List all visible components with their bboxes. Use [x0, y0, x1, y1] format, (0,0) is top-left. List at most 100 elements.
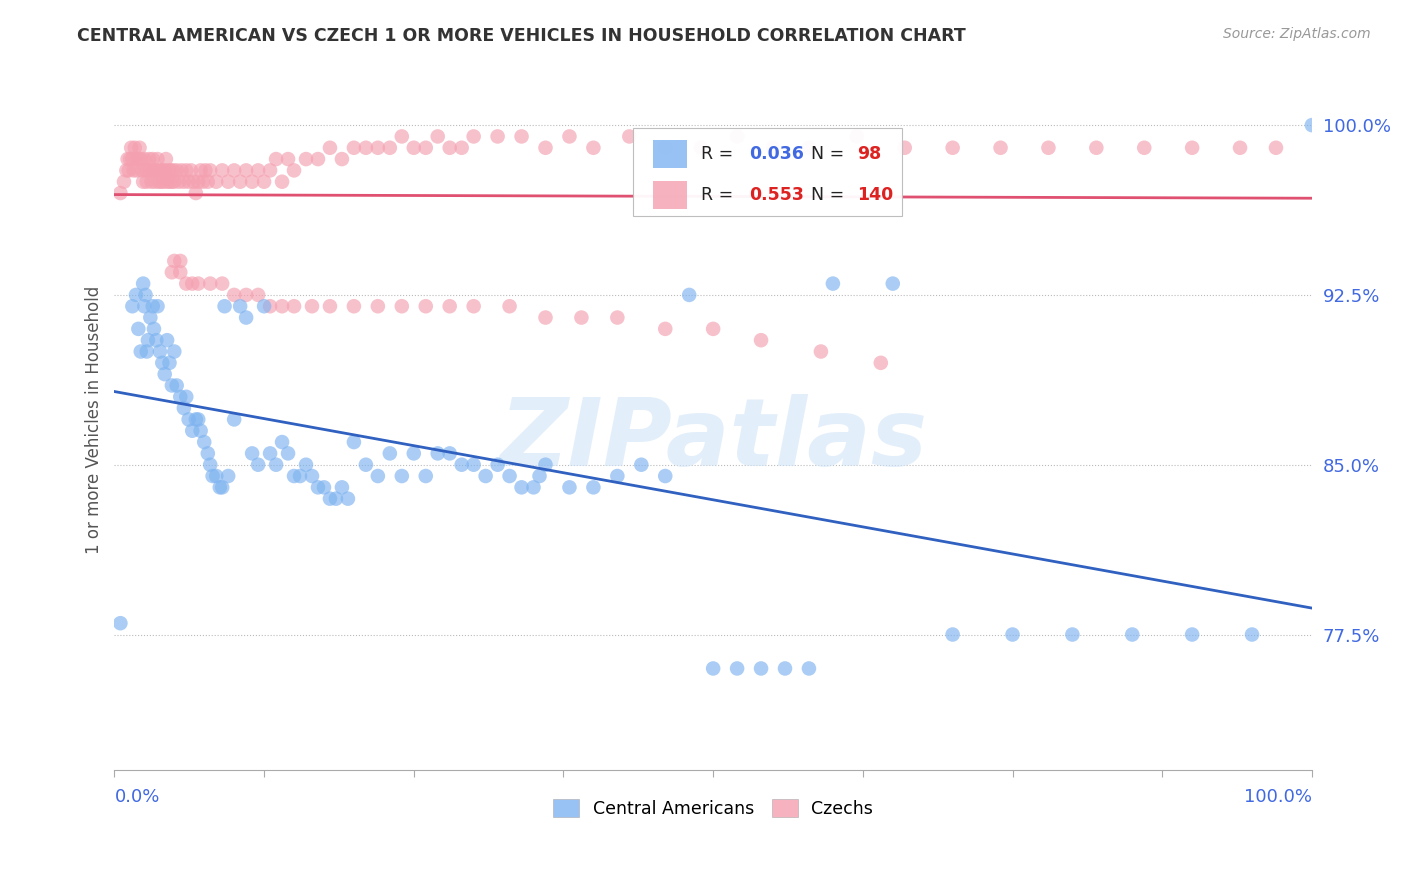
Text: 140: 140: [856, 186, 893, 203]
Point: [307, 152, 329, 166]
Point: [271, 175, 294, 189]
Point: [197, 175, 219, 189]
Point: [582, 480, 605, 494]
Point: [402, 446, 425, 460]
Point: [450, 458, 472, 472]
Point: [177, 175, 200, 189]
Point: [190, 424, 212, 438]
Point: [142, 152, 165, 166]
Point: [582, 141, 605, 155]
Point: [271, 435, 294, 450]
Point: [391, 469, 413, 483]
Point: [810, 344, 832, 359]
Point: [136, 333, 159, 347]
Point: [110, 186, 132, 200]
Point: [184, 186, 207, 200]
Point: [187, 412, 209, 426]
Point: [184, 412, 207, 426]
Point: [426, 129, 449, 144]
Point: [749, 661, 772, 675]
Text: 0.553: 0.553: [749, 186, 804, 203]
Point: [498, 469, 520, 483]
Point: [138, 152, 160, 166]
Point: [301, 299, 323, 313]
Point: [156, 333, 179, 347]
Point: [118, 152, 141, 166]
Point: [845, 129, 868, 144]
Point: [134, 152, 156, 166]
Point: [190, 163, 212, 178]
Point: [259, 299, 281, 313]
Point: [152, 175, 174, 189]
Text: 0.0%: 0.0%: [114, 788, 160, 805]
Point: [283, 469, 305, 483]
Point: [942, 141, 965, 155]
Point: [259, 163, 281, 178]
Point: [319, 491, 342, 506]
Point: [131, 163, 153, 178]
Point: [181, 277, 204, 291]
Point: [319, 299, 342, 313]
Point: [112, 175, 135, 189]
Point: [630, 458, 652, 472]
Point: [166, 163, 188, 178]
Point: [146, 299, 169, 313]
Point: [235, 310, 257, 325]
Point: [200, 458, 222, 472]
Point: [240, 446, 263, 460]
Point: [129, 344, 152, 359]
Point: [773, 661, 796, 675]
Text: N =: N =: [811, 145, 851, 163]
Point: [127, 152, 149, 166]
Point: [197, 446, 219, 460]
Point: [124, 141, 146, 155]
Point: [990, 141, 1012, 155]
Point: [439, 446, 461, 460]
Text: ZIPatlas: ZIPatlas: [499, 394, 927, 486]
Point: [367, 299, 389, 313]
Point: [181, 424, 204, 438]
Point: [312, 480, 335, 494]
Point: [463, 129, 485, 144]
Point: [166, 378, 188, 392]
Point: [174, 163, 197, 178]
Point: [606, 310, 628, 325]
Point: [288, 469, 311, 483]
Text: Source: ZipAtlas.com: Source: ZipAtlas.com: [1223, 27, 1371, 41]
Point: [167, 175, 190, 189]
Point: [194, 163, 217, 178]
Point: [160, 378, 183, 392]
Point: [153, 163, 176, 178]
Y-axis label: 1 or more Vehicles in Household: 1 or more Vehicles in Household: [86, 285, 103, 554]
Point: [264, 458, 287, 472]
Point: [821, 277, 844, 291]
Point: [378, 446, 401, 460]
Point: [211, 277, 233, 291]
Point: [522, 480, 544, 494]
Point: [450, 141, 472, 155]
Point: [301, 469, 323, 483]
Point: [128, 141, 150, 155]
Point: [439, 141, 461, 155]
Point: [127, 322, 149, 336]
Point: [336, 491, 359, 506]
Point: [463, 458, 485, 472]
Point: [762, 141, 785, 155]
Point: [367, 141, 389, 155]
Text: 98: 98: [856, 145, 882, 163]
Point: [882, 277, 904, 291]
Point: [117, 152, 139, 166]
Point: [163, 344, 186, 359]
Point: [474, 469, 496, 483]
Point: [343, 435, 366, 450]
Point: [277, 446, 299, 460]
Point: [283, 299, 305, 313]
Point: [558, 480, 581, 494]
Point: [498, 299, 520, 313]
Text: 0.036: 0.036: [749, 145, 804, 163]
Point: [354, 458, 377, 472]
Point: [690, 141, 713, 155]
Point: [259, 446, 281, 460]
Point: [1181, 141, 1204, 155]
Point: [534, 458, 557, 472]
